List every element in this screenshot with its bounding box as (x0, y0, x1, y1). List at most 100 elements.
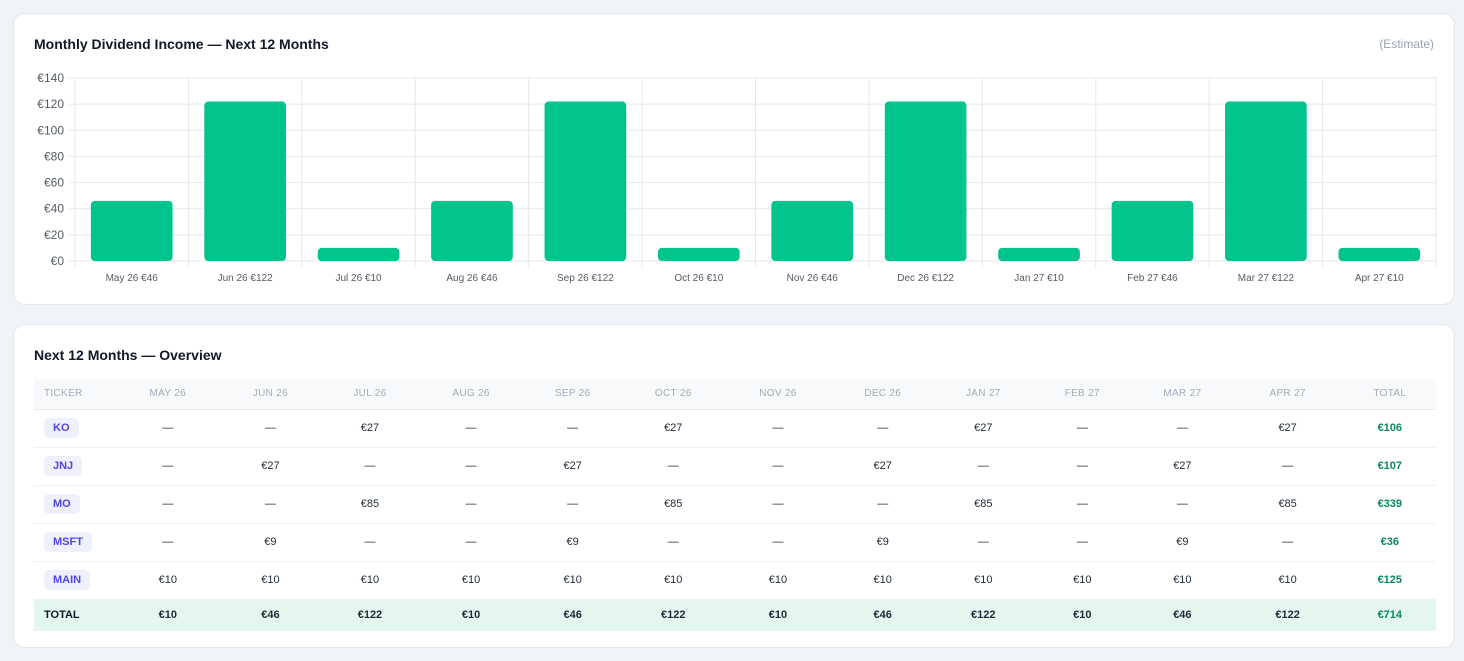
overview-table-card: Next 12 Months — Overview TICKER MAY 26 JU… (13, 324, 1455, 648)
bar[interactable] (204, 101, 286, 262)
x-category-label: Jun 26 €122 (218, 273, 273, 284)
x-category-label: Apr 27 €10 (1355, 273, 1404, 284)
month-cell: — (116, 447, 219, 486)
month-cell: €10 (1231, 561, 1344, 600)
month-cell: — (322, 523, 418, 562)
month-cell: €10 (116, 561, 219, 600)
x-category-label: Feb 27 €46 (1127, 273, 1178, 284)
bar[interactable] (998, 247, 1080, 261)
ticker-badge[interactable]: MSFT (44, 532, 92, 552)
bar[interactable] (884, 101, 967, 262)
month-cell: €10 (935, 561, 1032, 600)
ticker-badge[interactable]: KO (44, 418, 79, 438)
month-cell: €27 (1133, 447, 1232, 486)
x-category-label: Oct 26 €10 (674, 273, 723, 284)
month-cell: — (218, 409, 323, 448)
month-cell: €27 (218, 447, 323, 486)
bar[interactable] (1111, 200, 1194, 261)
column-header: NOV 26 (725, 379, 831, 410)
column-header: AUG 26 (417, 379, 525, 410)
column-header: JAN 27 (935, 379, 1032, 410)
table-row: MSFT — €9— — €9— — €9— — €9— €36 (34, 523, 1436, 562)
month-cell: — (524, 409, 621, 448)
column-header: MAY 26 (116, 379, 219, 410)
x-category-label: Sep 26 €122 (557, 273, 614, 284)
month-total-cell: €46 (830, 599, 936, 631)
month-total-cell: €10 (725, 599, 831, 631)
month-cell: — (620, 447, 726, 486)
ticker-cell: MSFT (34, 523, 117, 562)
bar[interactable] (657, 247, 740, 261)
row-total-cell: €106 (1343, 409, 1436, 448)
ticker-badge[interactable]: MAIN (44, 570, 91, 590)
row-total-cell: €125 (1343, 561, 1436, 600)
bar[interactable] (431, 200, 513, 261)
month-cell: €85 (620, 485, 726, 524)
bar[interactable] (1338, 247, 1421, 261)
month-cell: — (1133, 485, 1232, 524)
table-row: MAIN €10 €10 €10 €10 €10 €10 €10 €10 €10 €10 €10 €10… (34, 561, 1436, 600)
column-header: JUN 26 (218, 379, 323, 410)
total-row: TOTAL €10 €46 €122 €10 €46 €122 €10 €46 €122 €10 €4… (34, 599, 1436, 631)
y-tick-label: €80 (44, 149, 64, 163)
month-total-cell: €46 (524, 599, 621, 631)
month-cell: €27 (830, 447, 936, 486)
month-cell: €10 (218, 561, 323, 600)
month-cell: — (322, 447, 418, 486)
ticker-cell: MAIN (34, 561, 117, 600)
month-cell: €9 (218, 523, 323, 562)
month-cell: €10 (1031, 561, 1134, 600)
month-cell: €85 (1231, 485, 1344, 524)
column-header: DEC 26 (830, 379, 936, 410)
overview-table: TICKER MAY 26 JUN 26 JUL 26 AUG 26 SEP 26 OCT … (34, 379, 1436, 631)
month-cell: — (417, 409, 525, 448)
bar[interactable] (90, 200, 173, 261)
bar[interactable] (771, 200, 854, 261)
row-total-cell: €36 (1343, 523, 1436, 562)
ticker-badge[interactable]: JNJ (44, 456, 83, 476)
month-cell: €27 (322, 409, 418, 448)
table-title: Next 12 Months — Overview (34, 347, 222, 363)
month-cell: — (1133, 409, 1232, 448)
x-category-label: May 26 €46 (106, 273, 159, 284)
month-cell: €10 (620, 561, 726, 600)
bar[interactable] (317, 247, 400, 261)
ticker-cell: MO (34, 485, 117, 524)
month-cell: €9 (830, 523, 936, 562)
month-cell: €27 (935, 409, 1032, 448)
month-cell: €27 (620, 409, 726, 448)
ticker-badge[interactable]: MO (44, 494, 80, 514)
column-header: MAR 27 (1133, 379, 1232, 410)
month-cell: €10 (322, 561, 418, 600)
month-total-cell: €122 (1231, 599, 1344, 631)
column-header: SEP 26 (524, 379, 621, 410)
y-tick-label: €120 (37, 97, 64, 111)
month-cell: €9 (1133, 523, 1232, 562)
month-cell: €10 (830, 561, 936, 600)
month-cell: €27 (524, 447, 621, 486)
bar[interactable] (544, 101, 627, 262)
dividend-bar-chart: €0 €20 €40 €60 €80 €100 €120 €140 May 26 €46 Jun … (37, 71, 1437, 284)
row-total-cell: €339 (1343, 485, 1436, 524)
column-header: TOTAL (1343, 379, 1436, 410)
month-cell: — (417, 523, 525, 562)
month-cell: — (218, 485, 323, 524)
month-cell: — (725, 409, 831, 448)
y-tick-label: €40 (44, 202, 64, 216)
month-cell: — (417, 485, 525, 524)
column-header: JUL 26 (322, 379, 418, 410)
month-cell: €10 (524, 561, 621, 600)
month-total-cell: €10 (116, 599, 219, 631)
month-cell: €85 (322, 485, 418, 524)
estimate-note: (Estimate) (1379, 37, 1434, 51)
bar[interactable] (1225, 101, 1307, 262)
month-cell: €10 (1133, 561, 1232, 600)
y-tick-label: €0 (51, 254, 65, 268)
month-cell: €10 (725, 561, 831, 600)
month-total-cell: €46 (1133, 599, 1232, 631)
month-total-cell: €122 (935, 599, 1032, 631)
month-cell: — (116, 523, 219, 562)
month-total-cell: €10 (417, 599, 525, 631)
x-category-label: Jan 27 €10 (1014, 273, 1064, 284)
y-tick-label: €60 (44, 176, 64, 190)
